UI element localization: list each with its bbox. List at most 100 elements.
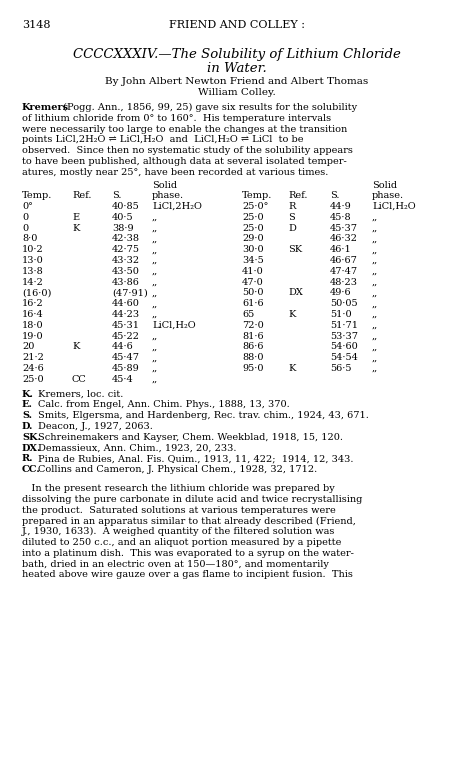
Text: 51·71: 51·71 — [330, 321, 358, 330]
Text: Collins and Cameron, J. Physical Chem., 1928, 32, 1712.: Collins and Cameron, J. Physical Chem., … — [38, 466, 317, 474]
Text: Solid: Solid — [152, 181, 177, 190]
Text: ,,: ,, — [152, 267, 158, 276]
Text: 34·5: 34·5 — [242, 256, 264, 265]
Text: CCCCXXXIV.—The Solubility of Lithium Chloride: CCCCXXXIV.—The Solubility of Lithium Chl… — [73, 48, 401, 61]
Text: 49·6: 49·6 — [330, 288, 352, 298]
Text: 47·47: 47·47 — [330, 267, 358, 276]
Text: 72·0: 72·0 — [242, 321, 264, 330]
Text: ,,: ,, — [152, 212, 158, 222]
Text: points LiCl,2H₂O ⇌ LiCl,H₂O  and  LiCl,H₂O ⇌ LiCl  to be: points LiCl,2H₂O ⇌ LiCl,H₂O and LiCl,H₂O… — [22, 136, 303, 144]
Text: S.: S. — [112, 191, 121, 200]
Text: atures, mostly near 25°, have been recorded at various times.: atures, mostly near 25°, have been recor… — [22, 168, 328, 177]
Text: ,,: ,, — [372, 310, 378, 319]
Text: 46·67: 46·67 — [330, 256, 358, 265]
Text: 45·47: 45·47 — [112, 353, 140, 362]
Text: 40·5: 40·5 — [112, 212, 134, 222]
Text: 44·9: 44·9 — [330, 202, 352, 211]
Text: 44·23: 44·23 — [112, 310, 140, 319]
Text: ,,: ,, — [152, 235, 158, 243]
Text: dissolving the pure carbonate in dilute acid and twice recrystallising: dissolving the pure carbonate in dilute … — [22, 495, 363, 504]
Text: 0°: 0° — [22, 202, 33, 211]
Text: the product.  Saturated solutions at various temperatures were: the product. Saturated solutions at vari… — [22, 505, 336, 515]
Text: 21·2: 21·2 — [22, 353, 44, 362]
Text: 45·37: 45·37 — [330, 224, 358, 232]
Text: In the present research the lithium chloride was prepared by: In the present research the lithium chlo… — [22, 484, 335, 493]
Text: E: E — [72, 212, 79, 222]
Text: 44·6: 44·6 — [112, 342, 134, 351]
Text: LiCl,H₂O: LiCl,H₂O — [372, 202, 416, 211]
Text: (Pogg. Ann., 1856, 99, 25) gave six results for the solubility: (Pogg. Ann., 1856, 99, 25) gave six resu… — [60, 103, 357, 112]
Text: Temp.: Temp. — [22, 191, 52, 200]
Text: heated above wire gauze over a gas flame to incipient fusion.  This: heated above wire gauze over a gas flame… — [22, 571, 353, 579]
Text: Demassieux, Ann. Chim., 1923, 20, 233.: Demassieux, Ann. Chim., 1923, 20, 233. — [38, 443, 237, 453]
Text: 53·37: 53·37 — [330, 331, 358, 341]
Text: of lithium chloride from 0° to 160°.  His temperature intervals: of lithium chloride from 0° to 160°. His… — [22, 114, 331, 123]
Text: ,,: ,, — [372, 245, 378, 254]
Text: 25·0: 25·0 — [242, 224, 264, 232]
Text: 13·0: 13·0 — [22, 256, 44, 265]
Text: FRIEND AND COLLEY :: FRIEND AND COLLEY : — [169, 20, 305, 30]
Text: ,,: ,, — [152, 353, 158, 362]
Text: Kremers: Kremers — [22, 103, 69, 112]
Text: ,,: ,, — [372, 235, 378, 243]
Text: ,,: ,, — [372, 212, 378, 222]
Text: diluted to 250 c.c., and an aliquot portion measured by a pipette: diluted to 250 c.c., and an aliquot port… — [22, 538, 341, 547]
Text: phase.: phase. — [372, 191, 404, 200]
Text: 16·2: 16·2 — [22, 299, 44, 308]
Text: 95·0: 95·0 — [242, 364, 264, 373]
Text: ,,: ,, — [152, 299, 158, 308]
Text: 3148: 3148 — [22, 20, 51, 30]
Text: R: R — [288, 202, 295, 211]
Text: 14·2: 14·2 — [22, 278, 44, 287]
Text: 45·8: 45·8 — [330, 212, 352, 222]
Text: 50·0: 50·0 — [242, 288, 264, 298]
Text: ,,: ,, — [372, 353, 378, 362]
Text: were necessarily too large to enable the changes at the transition: were necessarily too large to enable the… — [22, 124, 347, 133]
Text: (47·91): (47·91) — [112, 288, 148, 298]
Text: K: K — [72, 224, 79, 232]
Text: D.: D. — [22, 422, 33, 431]
Text: 45·22: 45·22 — [112, 331, 140, 341]
Text: ,,: ,, — [152, 331, 158, 341]
Text: DX: DX — [288, 288, 303, 298]
Text: K: K — [288, 310, 295, 319]
Text: ,,: ,, — [152, 310, 158, 319]
Text: ,,: ,, — [152, 278, 158, 287]
Text: ,,: ,, — [372, 256, 378, 265]
Text: ,,: ,, — [372, 331, 378, 341]
Text: 16·4: 16·4 — [22, 310, 44, 319]
Text: ,,: ,, — [152, 342, 158, 351]
Text: ,,: ,, — [152, 288, 158, 298]
Text: CC.: CC. — [22, 466, 41, 474]
Text: Pina de Rubies, Anal. Fis. Quim., 1913, 11, 422;  1914, 12, 343.: Pina de Rubies, Anal. Fis. Quim., 1913, … — [38, 454, 354, 463]
Text: S.: S. — [22, 411, 32, 420]
Text: ,,: ,, — [152, 245, 158, 254]
Text: 46·1: 46·1 — [330, 245, 352, 254]
Text: Ref.: Ref. — [288, 191, 308, 200]
Text: 81·6: 81·6 — [242, 331, 264, 341]
Text: to have been published, although data at several isolated temper-: to have been published, although data at… — [22, 157, 347, 166]
Text: SK.: SK. — [22, 433, 41, 442]
Text: 44·60: 44·60 — [112, 299, 140, 308]
Text: 41·0: 41·0 — [242, 267, 264, 276]
Text: 24·6: 24·6 — [22, 364, 44, 373]
Text: K: K — [72, 342, 79, 351]
Text: 0: 0 — [22, 224, 28, 232]
Text: 18·0: 18·0 — [22, 321, 44, 330]
Text: 61·6: 61·6 — [242, 299, 264, 308]
Text: ,,: ,, — [372, 299, 378, 308]
Text: 29·0: 29·0 — [242, 235, 264, 243]
Text: observed.  Since then no systematic study of the solubility appears: observed. Since then no systematic study… — [22, 146, 353, 155]
Text: 46·32: 46·32 — [330, 235, 358, 243]
Text: 48·23: 48·23 — [330, 278, 358, 287]
Text: 25·0°: 25·0° — [242, 202, 268, 211]
Text: Schreinemakers and Kayser, Chem. Weekblad, 1918, 15, 120.: Schreinemakers and Kayser, Chem. Weekbla… — [38, 433, 343, 442]
Text: S.: S. — [330, 191, 339, 200]
Text: 50·05: 50·05 — [330, 299, 357, 308]
Text: ,,: ,, — [152, 375, 158, 384]
Text: ,,: ,, — [372, 364, 378, 373]
Text: Temp.: Temp. — [242, 191, 273, 200]
Text: LiCl,H₂O: LiCl,H₂O — [152, 321, 196, 330]
Text: ,,: ,, — [152, 364, 158, 373]
Text: ,,: ,, — [372, 288, 378, 298]
